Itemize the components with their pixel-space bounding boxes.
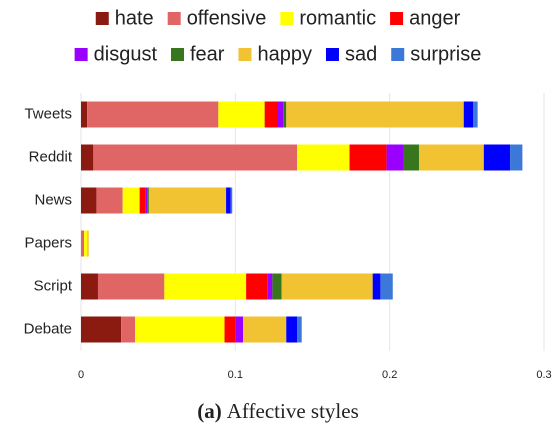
bar-segment [372, 273, 381, 300]
bar-segment [164, 273, 247, 300]
bar-segment [97, 273, 165, 300]
bar-segment [87, 230, 89, 257]
x-tick-label: 0.1 [228, 369, 243, 381]
bar-segment [264, 101, 278, 128]
y-tick-label: News [34, 191, 72, 208]
bar-segment [473, 101, 478, 128]
bar-segment [386, 144, 404, 171]
y-tick-label: Script [34, 277, 73, 294]
legend-swatch [238, 48, 252, 61]
bar-segment [297, 316, 302, 343]
y-tick-label: Debate [24, 320, 72, 337]
y-tick-label: Tweets [24, 105, 72, 122]
caption: (a) Affective styles [197, 399, 359, 423]
legend-swatch [325, 48, 339, 61]
bar-segment [93, 144, 298, 171]
bar-segment [510, 144, 523, 171]
legend-label: happy [257, 43, 312, 65]
bar-segment [81, 144, 94, 171]
bar-segment [135, 316, 225, 343]
legend-label: offensive [187, 7, 267, 29]
bar-segment [403, 144, 419, 171]
bar-segment [226, 187, 231, 214]
legend-swatch [167, 12, 181, 25]
legend-label: fear [190, 43, 225, 65]
bar-segment [218, 101, 265, 128]
bar-segment [224, 316, 236, 343]
legend-label: romantic [299, 7, 376, 29]
legend-label: sad [345, 43, 377, 65]
bar-segment [418, 144, 484, 171]
x-tick-label: 0 [78, 369, 84, 381]
legend-label: surprise [410, 43, 481, 65]
legend-label: disgust [94, 43, 158, 65]
bar-segment [297, 144, 350, 171]
legend-swatch [95, 12, 109, 25]
legend-label: anger [409, 7, 460, 29]
bar-segment [148, 187, 227, 214]
legend-label: hate [115, 7, 154, 29]
bar-segment [147, 187, 149, 214]
bar-segment [81, 316, 122, 343]
y-tick-label: Papers [24, 234, 72, 251]
bar-segment [283, 101, 287, 128]
bar-segment [96, 187, 123, 214]
caption-label: (a) [197, 399, 222, 423]
bar-segment [286, 316, 298, 343]
bar-segment [84, 230, 88, 257]
legend-swatch [390, 12, 404, 25]
caption-text: Affective styles [227, 399, 359, 423]
bar-segment [145, 187, 148, 214]
bar-segment [286, 101, 464, 128]
bar-segment [122, 187, 140, 214]
bar-segment [267, 273, 273, 300]
legend-swatch [74, 48, 88, 61]
bar-segment [121, 316, 136, 343]
bar-segment [483, 144, 511, 171]
y-tick-label: Reddit [29, 148, 73, 165]
bar-segment [81, 101, 88, 128]
bar-segment [230, 187, 233, 214]
bar-segment [349, 144, 387, 171]
bar-segment [81, 230, 85, 257]
bar-segment [235, 316, 244, 343]
bar-segment [246, 273, 268, 300]
bar-segment [81, 273, 98, 300]
bar-segment [272, 273, 282, 300]
x-tick-label: 0.2 [382, 369, 397, 381]
bar-segment [380, 273, 393, 300]
x-tick-label: 0.3 [536, 369, 551, 381]
bar-segment [463, 101, 474, 128]
bar-segment [139, 187, 146, 214]
bar-segment [277, 101, 284, 128]
bar-segment [281, 273, 373, 300]
bar-segment [81, 187, 97, 214]
bar-segment [87, 101, 219, 128]
legend-swatch [171, 48, 185, 61]
legend-swatch [280, 12, 294, 25]
legend-swatch [391, 48, 405, 61]
bar-segment [243, 316, 287, 343]
